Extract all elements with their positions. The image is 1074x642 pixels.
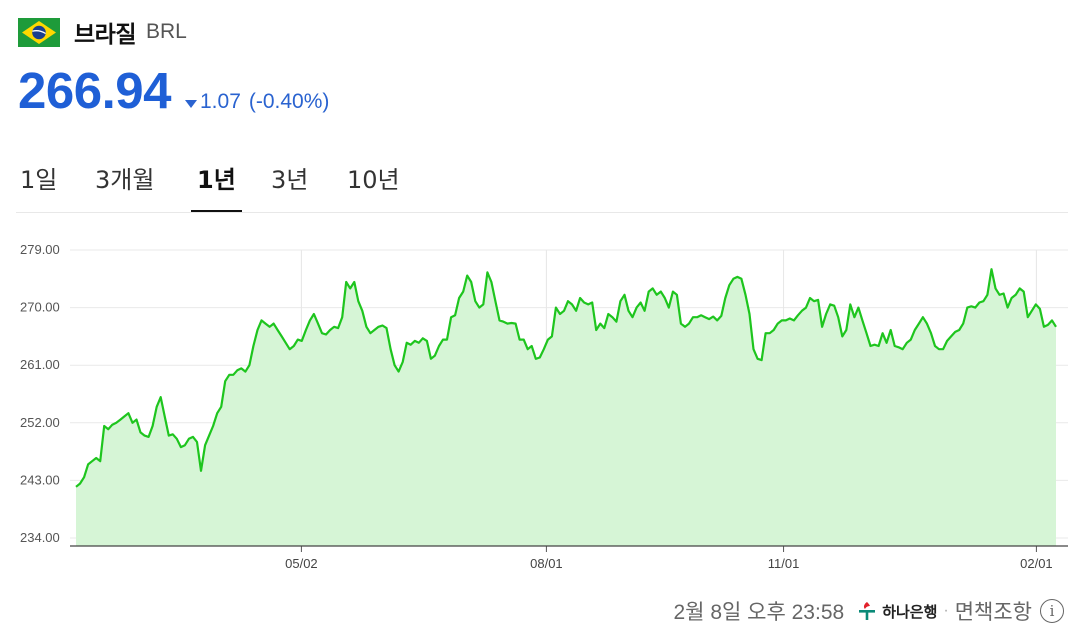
change-value: 1.07 [200, 90, 241, 113]
disclaimer-link[interactable]: 면책조항 [954, 601, 1032, 624]
active-tab-indicator [191, 210, 242, 212]
price-change: 1.07 (-0.40%) [185, 90, 329, 114]
price-chart[interactable]: 279.00 270.00 261.00 252.00 243.00 234.00 05/0… [0, 232, 1074, 582]
x-tick-label: 11/01 [768, 556, 800, 571]
tab-1-day[interactable]: 1일 [20, 166, 58, 194]
period-tabs: 1일 3개월 1년 3년 10년 [0, 152, 1074, 212]
x-tick-label: 02/01 [1020, 556, 1053, 571]
chart-price-line [75, 268, 1057, 488]
x-tick-label: 05/02 [285, 556, 318, 571]
tab-3-years[interactable]: 3년 [271, 166, 309, 194]
tab-1-year[interactable]: 1년 [197, 166, 236, 194]
brazil-flag-icon [18, 17, 60, 47]
hana-bank-logo-icon [859, 602, 876, 620]
down-triangle-icon [185, 100, 197, 108]
price-row: 266.94 1.07 (-0.40%) [18, 62, 329, 120]
chart-axes: 279.00 270.00 261.00 252.00 243.00 234.00 05/0… [20, 242, 1068, 571]
tab-3-months[interactable]: 3개월 [95, 166, 155, 194]
y-tick-label: 252.00 [20, 415, 60, 430]
change-percent: (-0.40%) [248, 90, 330, 113]
bank-name: 하나은행 [882, 603, 938, 621]
info-icon[interactable]: i [1040, 599, 1064, 623]
x-tick-label: 08/01 [530, 556, 563, 571]
update-timestamp: 2월 8일 오후 23:58 [673, 601, 845, 624]
currency-name: 브라질 [74, 22, 136, 48]
y-tick-label: 261.00 [20, 357, 60, 372]
y-tick-label: 243.00 [20, 472, 60, 487]
y-tick-label: 279.00 [20, 242, 60, 257]
currency-header: 브라질 BRL [18, 14, 187, 50]
y-tick-label: 270.00 [20, 300, 60, 315]
tab-10-years[interactable]: 10년 [347, 166, 400, 194]
currency-code: BRL [145, 20, 187, 43]
footer: 2월 8일 오후 23:58 하나은행 · 면책조항 i [673, 596, 1064, 626]
current-price: 266.94 [18, 62, 172, 119]
tabs-divider [16, 212, 1068, 213]
y-tick-label: 234.00 [20, 530, 60, 545]
separator-dot: · [943, 602, 949, 619]
chart-area-fill [76, 269, 1056, 546]
